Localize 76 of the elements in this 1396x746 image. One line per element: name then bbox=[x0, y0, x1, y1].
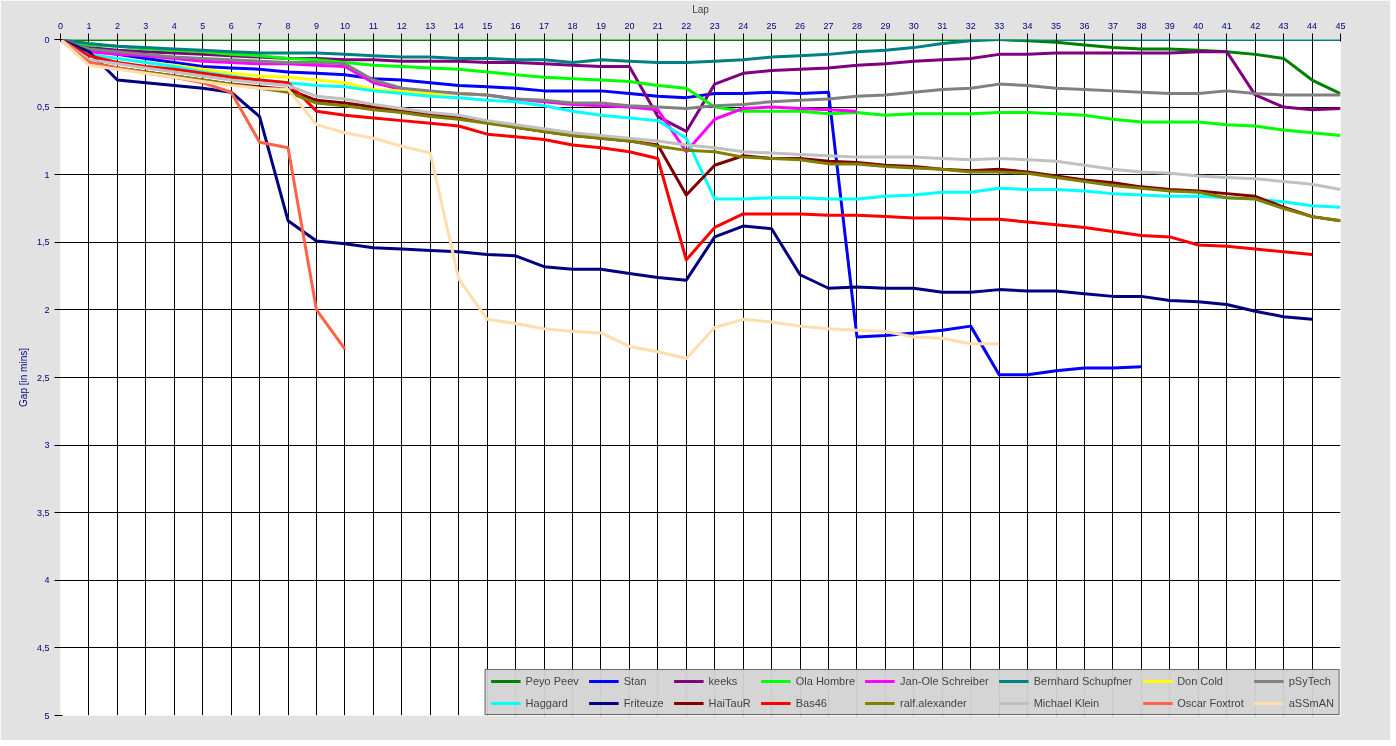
x-tick-label: 45 bbox=[1335, 20, 1346, 31]
x-tick-label: 6 bbox=[228, 20, 234, 31]
x-tick-label: 40 bbox=[1193, 20, 1204, 31]
x-tick-label: 42 bbox=[1250, 20, 1261, 31]
x-tick-label: 18 bbox=[567, 20, 578, 31]
y-tick-label: 4 bbox=[44, 575, 50, 586]
y-tick-label: 1,5 bbox=[36, 237, 50, 248]
x-tick-label: 26 bbox=[795, 20, 806, 31]
x-tick-label: 3 bbox=[143, 20, 149, 31]
x-tick-label: 33 bbox=[994, 20, 1005, 31]
x-tick-label: 41 bbox=[1221, 20, 1232, 31]
legend-label: Friteuze bbox=[623, 697, 664, 709]
x-tick-label: 39 bbox=[1164, 20, 1175, 31]
x-tick-label: 12 bbox=[396, 20, 407, 31]
y-tick-label: 3,5 bbox=[36, 507, 50, 518]
y-tick-label: 0,5 bbox=[36, 102, 50, 113]
x-tick-label: 37 bbox=[1107, 20, 1118, 31]
y-tick-label: 3 bbox=[44, 440, 50, 451]
legend-label: Jan-Ole Schreiber bbox=[900, 675, 989, 687]
legend-label: Oscar Foxtrot bbox=[1177, 697, 1244, 709]
legend-label: Peyo Peev bbox=[525, 675, 579, 687]
legend-label: Bas46 bbox=[795, 697, 827, 709]
x-tick-label: 43 bbox=[1278, 20, 1289, 31]
y-tick-label: 2,5 bbox=[36, 372, 50, 383]
legend-label: ralf.alexander bbox=[900, 697, 967, 709]
x-tick-label: 29 bbox=[880, 20, 891, 31]
y-tick-label: 4,5 bbox=[36, 642, 50, 653]
x-tick-label: 34 bbox=[1022, 20, 1033, 31]
x-tick-label: 23 bbox=[709, 20, 720, 31]
x-tick-label: 0 bbox=[58, 20, 64, 31]
x-tick-label: 5 bbox=[200, 20, 206, 31]
x-tick-label: 36 bbox=[1079, 20, 1090, 31]
x-tick-label: 32 bbox=[965, 20, 976, 31]
legend-label: Ola Hombre bbox=[795, 675, 856, 687]
legend-label: HaiTauR bbox=[708, 697, 751, 709]
x-tick-label: 1 bbox=[86, 20, 92, 31]
x-tick-label: 31 bbox=[937, 20, 948, 31]
legend-label: Bernhard Schupfner bbox=[1033, 675, 1133, 687]
x-tick-label: 25 bbox=[766, 20, 777, 31]
y-tick-label: 1 bbox=[44, 169, 50, 180]
x-tick-label: 17 bbox=[539, 20, 550, 31]
x-tick-label: 9 bbox=[314, 20, 320, 31]
x-tick-label: 16 bbox=[510, 20, 521, 31]
legend-label: Haggard bbox=[525, 697, 568, 709]
x-tick-label: 44 bbox=[1307, 20, 1318, 31]
x-tick-label: 8 bbox=[285, 20, 291, 31]
legend-label: aSSmAN bbox=[1288, 697, 1334, 709]
x-tick-label: 14 bbox=[453, 20, 464, 31]
x-tick-label: 38 bbox=[1136, 20, 1147, 31]
x-tick-label: 24 bbox=[738, 20, 749, 31]
y-tick-label: 0 bbox=[44, 34, 50, 45]
x-axis-title: Lap bbox=[692, 3, 710, 15]
legend-label: pSyTech bbox=[1288, 675, 1331, 687]
legend-label: keeks bbox=[708, 675, 738, 687]
x-tick-label: 30 bbox=[908, 20, 919, 31]
x-tick-label: 21 bbox=[652, 20, 663, 31]
y-tick-label: 5 bbox=[44, 710, 50, 721]
x-tick-label: 22 bbox=[681, 20, 692, 31]
x-tick-label: 27 bbox=[823, 20, 834, 31]
x-tick-label: 4 bbox=[171, 20, 177, 31]
x-tick-label: 20 bbox=[624, 20, 635, 31]
x-tick-label: 19 bbox=[595, 20, 606, 31]
x-tick-label: 35 bbox=[1051, 20, 1062, 31]
x-tick-label: 28 bbox=[851, 20, 862, 31]
x-tick-label: 2 bbox=[114, 20, 120, 31]
x-tick-label: 10 bbox=[339, 20, 350, 31]
legend-label: Stan bbox=[623, 675, 647, 687]
x-tick-label: 13 bbox=[425, 20, 436, 31]
x-tick-label: 15 bbox=[482, 20, 493, 31]
line-series bbox=[60, 39, 1001, 361]
x-tick-label: 11 bbox=[368, 20, 379, 31]
y-tick-label: 2 bbox=[44, 304, 50, 315]
legend-label: Don Cold bbox=[1177, 675, 1223, 687]
y-axis-title: Gap [in mins] bbox=[17, 347, 29, 407]
legend-label: Michael Klein bbox=[1033, 697, 1100, 709]
x-tick-label: 7 bbox=[257, 20, 263, 31]
